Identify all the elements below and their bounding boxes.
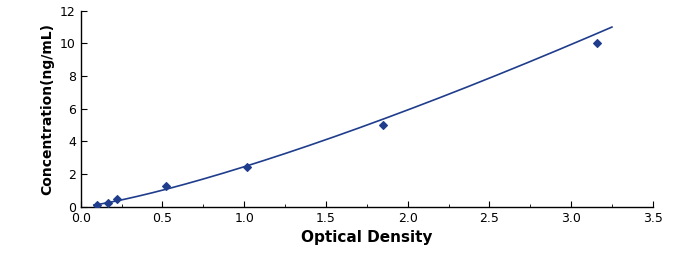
Y-axis label: Concentration(ng/mL): Concentration(ng/mL) <box>40 23 55 195</box>
X-axis label: Optical Density: Optical Density <box>301 230 433 245</box>
